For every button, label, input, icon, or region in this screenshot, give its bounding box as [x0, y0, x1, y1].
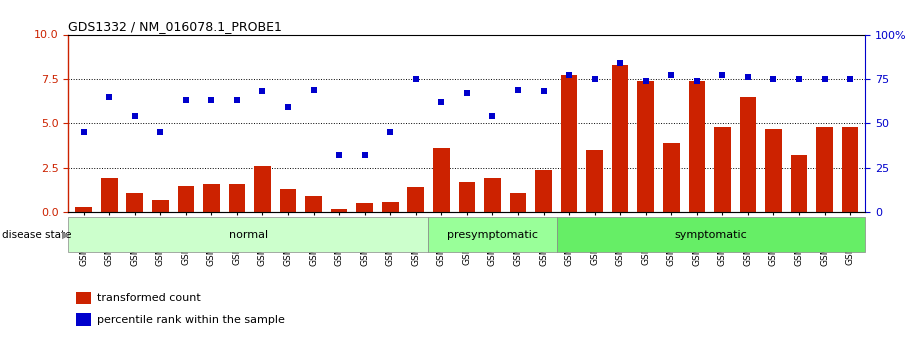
Text: presymptomatic: presymptomatic	[447, 230, 538, 239]
Text: ▶: ▶	[62, 230, 69, 239]
Bar	[816, 127, 833, 212]
Point	[817, 76, 832, 82]
Bar	[280, 189, 296, 212]
Point	[486, 114, 500, 119]
Point	[588, 76, 602, 82]
Point	[281, 105, 295, 110]
Bar	[331, 209, 347, 212]
Text: GDS1332 / NM_016078.1_PROBE1: GDS1332 / NM_016078.1_PROBE1	[68, 20, 282, 33]
Point	[128, 114, 142, 119]
Point	[613, 60, 628, 66]
Bar	[428, 217, 557, 252]
Point	[357, 152, 372, 158]
Bar	[178, 186, 194, 212]
Point	[715, 72, 730, 78]
Point	[204, 98, 219, 103]
Text: transformed count: transformed count	[97, 293, 200, 303]
Bar	[458, 182, 476, 212]
Bar	[612, 65, 629, 212]
Point	[741, 75, 755, 80]
Bar	[638, 81, 654, 212]
Point	[639, 78, 653, 83]
Text: symptomatic: symptomatic	[675, 230, 748, 239]
Bar	[76, 207, 92, 212]
Bar	[152, 200, 169, 212]
Bar	[203, 184, 220, 212]
Bar	[842, 127, 858, 212]
Bar	[68, 217, 428, 252]
Bar	[433, 148, 450, 212]
Bar	[77, 313, 90, 326]
Bar	[557, 217, 865, 252]
Bar	[765, 129, 782, 212]
Bar	[407, 187, 425, 212]
Bar	[77, 292, 90, 304]
Bar	[382, 201, 398, 212]
Bar	[127, 193, 143, 212]
Bar	[663, 143, 680, 212]
Bar	[254, 166, 271, 212]
Point	[332, 152, 346, 158]
Point	[792, 76, 806, 82]
Point	[562, 72, 577, 78]
Bar	[356, 203, 373, 212]
Point	[511, 87, 526, 92]
Point	[434, 99, 448, 105]
Point	[255, 89, 270, 94]
Point	[230, 98, 244, 103]
Bar	[509, 193, 527, 212]
Point	[537, 89, 551, 94]
Bar	[587, 150, 603, 212]
Bar	[740, 97, 756, 212]
Bar	[305, 196, 322, 212]
Point	[102, 94, 117, 99]
Text: percentile rank within the sample: percentile rank within the sample	[97, 315, 285, 325]
Point	[459, 90, 474, 96]
Bar	[484, 178, 501, 212]
Bar	[791, 155, 807, 212]
Point	[153, 129, 168, 135]
Bar	[561, 75, 578, 212]
Bar	[536, 169, 552, 212]
Point	[383, 129, 397, 135]
Text: disease state: disease state	[2, 230, 71, 239]
Bar	[229, 184, 245, 212]
Bar	[101, 178, 118, 212]
Text: normal: normal	[229, 230, 268, 239]
Point	[179, 98, 193, 103]
Point	[843, 76, 857, 82]
Bar	[689, 81, 705, 212]
Point	[408, 76, 423, 82]
Point	[664, 72, 679, 78]
Point	[690, 78, 704, 83]
Bar	[714, 127, 731, 212]
Point	[306, 87, 321, 92]
Point	[77, 129, 91, 135]
Point	[766, 76, 781, 82]
